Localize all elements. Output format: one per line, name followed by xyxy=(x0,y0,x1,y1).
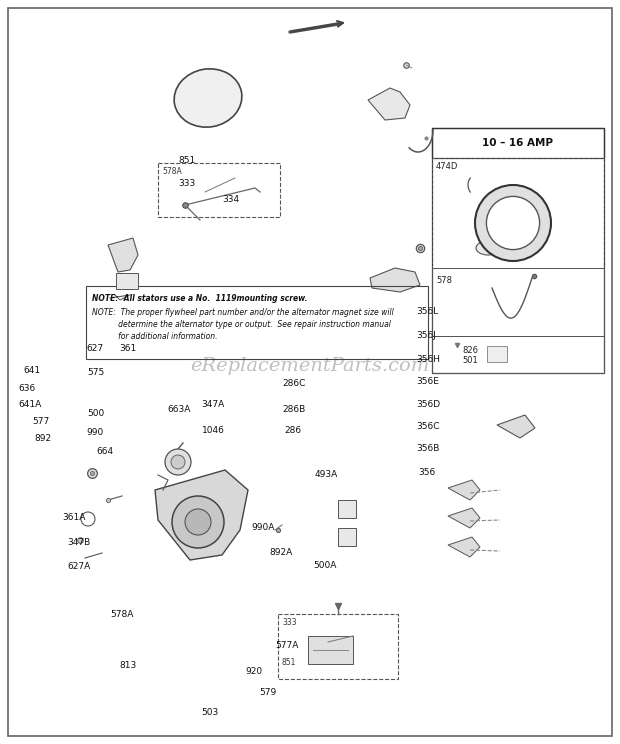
Text: 356C: 356C xyxy=(417,422,440,431)
Text: 356J: 356J xyxy=(417,331,436,340)
Circle shape xyxy=(487,196,539,249)
Text: 851: 851 xyxy=(179,156,196,165)
Ellipse shape xyxy=(174,69,242,127)
Bar xyxy=(432,268,604,336)
Text: 641: 641 xyxy=(24,366,41,375)
Text: 361: 361 xyxy=(119,344,136,353)
Polygon shape xyxy=(108,238,138,272)
Text: 892A: 892A xyxy=(269,548,293,557)
Text: 892: 892 xyxy=(35,434,52,443)
Text: 627: 627 xyxy=(87,344,104,353)
Polygon shape xyxy=(448,537,480,557)
Text: 347A: 347A xyxy=(202,400,224,409)
Polygon shape xyxy=(448,508,480,528)
Text: 286B: 286B xyxy=(282,405,306,414)
Text: 920: 920 xyxy=(245,667,262,676)
Bar xyxy=(338,500,356,518)
Text: 501: 501 xyxy=(462,356,478,365)
Text: 361A: 361A xyxy=(62,513,86,522)
Text: 1046: 1046 xyxy=(202,426,224,435)
Text: 577: 577 xyxy=(32,417,50,426)
Text: eReplacementParts.com: eReplacementParts.com xyxy=(190,357,430,375)
Bar xyxy=(308,636,353,664)
Text: 356E: 356E xyxy=(417,377,440,386)
Text: 286C: 286C xyxy=(282,379,306,388)
Text: 356L: 356L xyxy=(417,307,439,315)
Text: 503: 503 xyxy=(202,708,219,716)
Text: 578A: 578A xyxy=(110,610,134,619)
Circle shape xyxy=(475,185,551,261)
Polygon shape xyxy=(448,480,480,500)
Text: 356D: 356D xyxy=(417,400,441,408)
Bar xyxy=(278,614,398,679)
Text: 575: 575 xyxy=(87,368,104,377)
Text: 641A: 641A xyxy=(19,400,42,409)
Text: 493A: 493A xyxy=(315,470,339,479)
Text: 356: 356 xyxy=(418,468,436,477)
Text: 286: 286 xyxy=(284,426,301,434)
Text: 577A: 577A xyxy=(275,641,299,650)
Text: NOTE:  All stators use a No.  1119mounting screw.: NOTE: All stators use a No. 1119mounting… xyxy=(92,294,308,303)
Text: 636: 636 xyxy=(19,384,36,393)
Circle shape xyxy=(185,509,211,535)
Text: 990A: 990A xyxy=(251,523,275,532)
Text: 347B: 347B xyxy=(67,538,91,547)
Text: 627A: 627A xyxy=(67,562,91,571)
Bar xyxy=(158,163,280,217)
Bar xyxy=(116,273,138,289)
Polygon shape xyxy=(370,268,420,292)
Text: determine the alternator type or output.  See repair instruction manual: determine the alternator type or output.… xyxy=(92,320,391,329)
Polygon shape xyxy=(155,470,248,560)
Text: 990: 990 xyxy=(87,428,104,437)
Bar xyxy=(432,128,604,373)
Text: 579: 579 xyxy=(259,688,277,697)
Text: 356B: 356B xyxy=(417,444,440,453)
Polygon shape xyxy=(497,415,535,438)
Text: 333: 333 xyxy=(179,179,196,187)
Text: 333: 333 xyxy=(282,618,296,627)
Ellipse shape xyxy=(476,241,500,255)
Text: for additional information.: for additional information. xyxy=(92,332,218,341)
Circle shape xyxy=(171,455,185,469)
Text: 474D: 474D xyxy=(436,162,458,171)
Text: 578: 578 xyxy=(436,276,452,285)
Circle shape xyxy=(165,449,191,475)
Text: 334: 334 xyxy=(222,195,239,204)
Text: NOTE:  The proper flywheel part number and/or the alternator magnet size will: NOTE: The proper flywheel part number an… xyxy=(92,308,394,317)
Text: 500: 500 xyxy=(87,409,104,418)
Bar xyxy=(432,158,604,268)
Bar xyxy=(432,128,604,158)
Bar xyxy=(432,336,604,373)
Text: 851: 851 xyxy=(282,658,296,667)
Circle shape xyxy=(172,496,224,548)
Text: 500A: 500A xyxy=(314,561,337,570)
Text: 813: 813 xyxy=(119,661,136,670)
Text: 10 – 16 AMP: 10 – 16 AMP xyxy=(482,138,554,148)
Text: 663A: 663A xyxy=(167,405,191,414)
Polygon shape xyxy=(368,88,410,120)
Bar xyxy=(487,346,507,362)
Text: 356H: 356H xyxy=(417,355,441,364)
Text: 664: 664 xyxy=(96,447,113,456)
Bar xyxy=(86,286,428,359)
Text: 578A: 578A xyxy=(162,167,182,176)
Text: 826: 826 xyxy=(462,346,478,355)
Bar xyxy=(338,528,356,546)
